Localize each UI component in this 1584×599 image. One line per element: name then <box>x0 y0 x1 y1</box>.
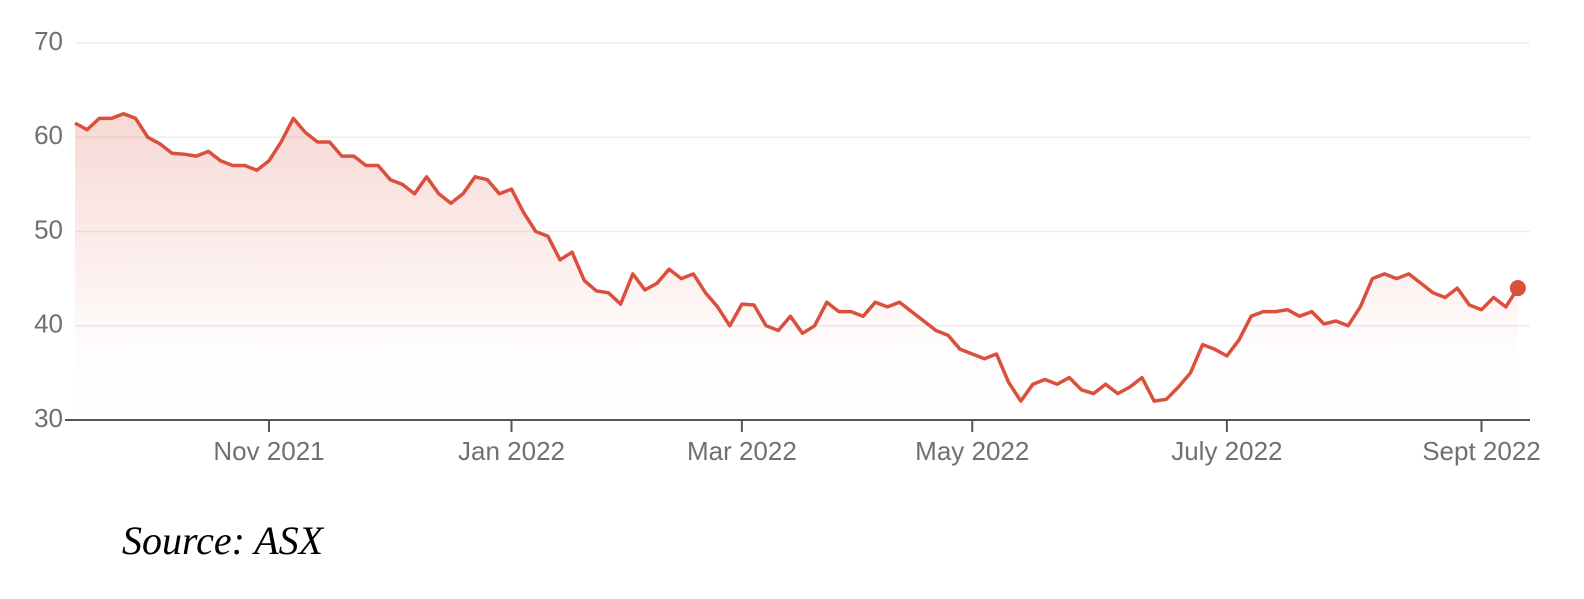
x-tick-label: Mar 2022 <box>687 436 797 466</box>
source-note: Source: ASX <box>122 518 325 563</box>
x-tick-label: Nov 2021 <box>213 436 324 466</box>
y-tick-label: 30 <box>34 403 63 433</box>
x-tick-label: May 2022 <box>915 436 1029 466</box>
y-tick-label: 70 <box>34 26 63 56</box>
x-tick-label: Sept 2022 <box>1422 436 1541 466</box>
y-tick-label: 40 <box>34 309 63 339</box>
price-line <box>74 111 1520 403</box>
y-tick-label: 60 <box>34 120 63 150</box>
y-tick-label: 50 <box>34 214 63 244</box>
x-tick-label: July 2022 <box>1171 436 1282 466</box>
end-point <box>1509 280 1526 297</box>
x-tick-label: Jan 2022 <box>458 436 565 466</box>
area-fill <box>75 113 1518 420</box>
